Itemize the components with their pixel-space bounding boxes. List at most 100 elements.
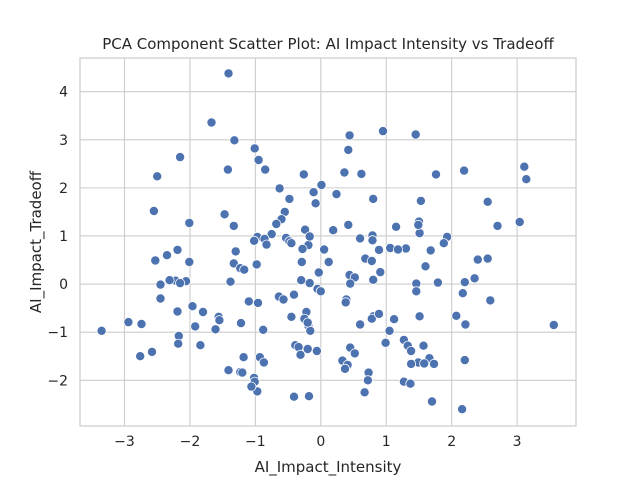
data-point (420, 261, 431, 272)
data-point (373, 244, 384, 255)
y-tick-labels: −2 −1 0 1 2 3 4 (47, 85, 68, 390)
data-point (428, 358, 439, 369)
data-point (339, 363, 350, 374)
data-point (355, 233, 366, 244)
data-point (415, 195, 426, 206)
data-point (331, 189, 342, 200)
data-point (135, 351, 146, 362)
data-point (187, 301, 198, 312)
data-point (328, 225, 339, 236)
data-point (286, 238, 297, 249)
data-point (548, 319, 559, 330)
data-point (239, 264, 250, 275)
x-tick-label: 1 (382, 434, 391, 450)
data-point (519, 161, 530, 172)
data-point (380, 337, 391, 348)
data-point (298, 169, 309, 180)
data-point (485, 295, 496, 306)
data-point (184, 217, 195, 228)
data-point (469, 273, 480, 284)
data-point (310, 198, 321, 209)
gridlines (80, 58, 576, 426)
data-point (389, 314, 400, 325)
data-point (295, 349, 306, 360)
data-point (406, 358, 417, 369)
data-point (457, 288, 468, 299)
data-point (302, 317, 313, 328)
data-point (316, 179, 327, 190)
data-point (384, 325, 395, 336)
data-point (237, 367, 248, 378)
data-point (228, 220, 239, 231)
data-points (96, 68, 559, 415)
data-point (521, 174, 532, 185)
data-point (482, 253, 493, 264)
data-point (251, 259, 262, 270)
data-point (339, 167, 350, 178)
data-point (345, 278, 356, 289)
data-point (368, 274, 379, 285)
data-point (492, 220, 503, 231)
data-point (459, 355, 470, 366)
data-point (303, 391, 314, 402)
data-point (304, 231, 315, 242)
data-point (296, 256, 307, 267)
x-tick-label: −3 (114, 434, 135, 450)
x-tick-label: −2 (180, 434, 201, 450)
data-point (406, 345, 417, 356)
y-tick-label: 2 (59, 181, 68, 197)
data-point (482, 196, 493, 207)
data-point (305, 325, 316, 336)
data-point (274, 183, 285, 194)
data-point (155, 293, 166, 304)
data-point (359, 387, 370, 398)
data-point (323, 256, 334, 267)
data-point (219, 209, 230, 220)
data-point (366, 255, 377, 266)
data-point (155, 279, 166, 290)
plot-frame (79, 57, 577, 427)
data-point (286, 311, 297, 322)
chart-title: PCA Component Scatter Plot: AI Impact In… (102, 35, 554, 53)
data-point (460, 319, 471, 330)
data-point (355, 319, 366, 330)
data-point (373, 308, 384, 319)
data-point (271, 218, 282, 229)
data-point (410, 129, 421, 140)
data-point (229, 135, 240, 146)
data-point (414, 311, 425, 322)
data-point (146, 346, 157, 357)
data-point (161, 250, 172, 261)
data-point (315, 286, 326, 297)
data-point (368, 193, 379, 204)
y-axis-label: AI_Impact_Tradeoff (27, 170, 46, 313)
data-point (223, 68, 234, 79)
data-point (197, 306, 208, 317)
data-point (514, 216, 525, 227)
data-point (266, 229, 277, 240)
data-point (253, 154, 264, 165)
data-point (391, 221, 402, 232)
data-point (230, 246, 241, 257)
x-axis-label: AI_Impact_Intensity (255, 458, 402, 477)
data-point (223, 365, 234, 376)
data-point (175, 152, 186, 163)
data-point (258, 324, 269, 335)
data-point (235, 318, 246, 329)
data-point (392, 244, 403, 255)
data-point (164, 275, 175, 286)
y-tick-label: 1 (59, 229, 68, 245)
data-point (96, 325, 107, 336)
data-point (411, 286, 422, 297)
data-point (377, 126, 388, 137)
data-point (206, 117, 217, 128)
y-tick-label: 4 (59, 85, 68, 101)
data-point (123, 317, 134, 328)
data-point (249, 235, 260, 246)
data-point (284, 193, 295, 204)
y-tick-label: −1 (47, 325, 68, 341)
data-point (243, 296, 254, 307)
data-point (425, 245, 436, 256)
data-point (173, 338, 184, 349)
